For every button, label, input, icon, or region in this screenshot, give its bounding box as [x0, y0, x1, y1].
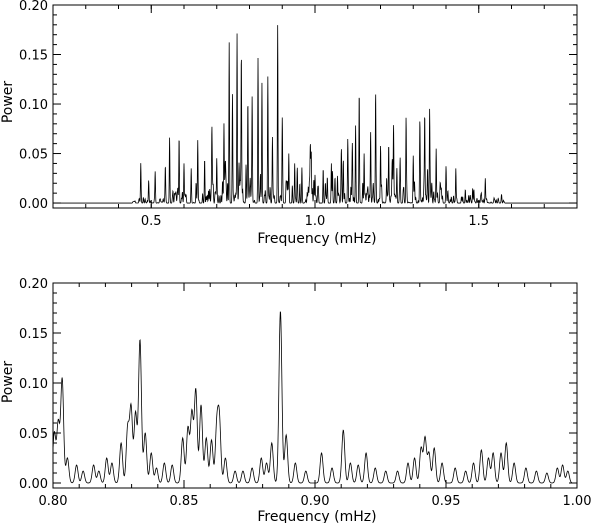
x-tick-label: 0.85: [170, 494, 199, 509]
y-tick-label: 0.05: [19, 427, 48, 442]
y-tick-label: 0.15: [19, 327, 48, 342]
chart-top-power-spectrum: Power Frequency (mHz) 0.00 0.05 0.10 0.15 0.…: [0, 0, 578, 247]
x-axis-label-bottom: Frequency (mHz): [257, 509, 376, 523]
x-tick-label: 1.0: [305, 214, 326, 229]
y-axis-label-top: Power: [0, 81, 16, 124]
plot-frame: [52, 282, 578, 489]
x-tick-label: 0.90: [301, 494, 330, 509]
chart-bottom-power-spectrum-zoom: Power Frequency (mHz) 0.00 0.05 0.10 0.15 0.…: [0, 277, 591, 523]
x-tick-label: 1.00: [563, 494, 591, 509]
y-tick-label: 0.00: [19, 477, 48, 492]
y-tick-label: 0.10: [19, 377, 48, 392]
power-spectrum-line: [53, 25, 577, 204]
y-tick-label: 0.05: [19, 148, 48, 163]
x-tick-label: 0.80: [39, 494, 68, 509]
y-tick-label: 0.10: [19, 98, 48, 113]
x-tick-label: 0.95: [432, 494, 461, 509]
x-tick-label: 1.5: [468, 214, 489, 229]
x-axis-label-top: Frequency (mHz): [257, 231, 376, 247]
y-tick-label: 0.15: [19, 49, 48, 64]
y-tick-label: 0.20: [19, 277, 48, 292]
power-spectrum-line: [52, 311, 577, 484]
x-tick-label: 0.5: [141, 214, 162, 229]
y-tick-label: 0.20: [19, 0, 48, 14]
y-axis-label-bottom: Power: [0, 361, 16, 404]
y-tick-label: 0.00: [19, 197, 48, 212]
